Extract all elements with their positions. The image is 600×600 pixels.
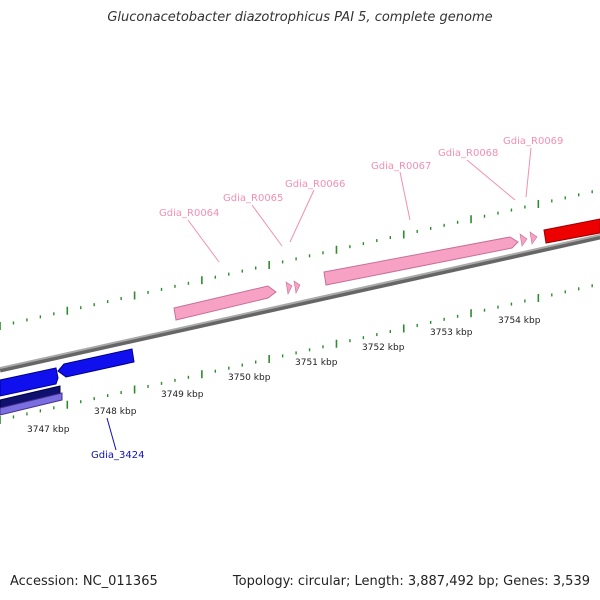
cds-forward-red[interactable] <box>543 218 600 244</box>
rna-label-r0064[interactable]: Gdia_R0064 <box>159 208 219 219</box>
genome-backbone <box>0 234 600 373</box>
genome-summary-text: Topology: circular; Length: 3,887,492 bp… <box>232 574 590 589</box>
scale-tick-label: 3749 kbp <box>161 390 204 400</box>
rna-feature-r0065[interactable] <box>285 281 293 295</box>
scale-tick-label: 3752 kbp <box>362 343 405 353</box>
genome-title: Gluconacetobacter diazotrophicus PAI 5, … <box>107 10 493 25</box>
scale-tick-label: 3750 kbp <box>228 373 271 383</box>
rna-label-r0065[interactable]: Gdia_R0065 <box>223 193 283 204</box>
rna-label-r0067[interactable]: Gdia_R0067 <box>371 161 431 172</box>
rna-label-r0069[interactable]: Gdia_R0069 <box>503 136 563 147</box>
rna-feature-r0067[interactable] <box>323 236 519 286</box>
gene-callout-line <box>106 417 117 451</box>
rna-feature-r0068[interactable] <box>519 233 528 247</box>
outer-dot-track <box>0 190 593 330</box>
gene-label-gdia-3424[interactable]: Gdia_3424 <box>91 450 144 461</box>
rna-callout-lines <box>187 147 532 263</box>
scale-tick-label: 3747 kbp <box>27 425 70 435</box>
accession-text: Accession: NC_011365 <box>10 574 158 589</box>
rna-feature-r0069[interactable] <box>529 231 538 245</box>
scale-tick-label: 3751 kbp <box>295 358 338 368</box>
rna-label-r0068[interactable]: Gdia_R0068 <box>438 148 498 159</box>
cds-reverse-light[interactable] <box>0 392 63 416</box>
rna-feature-r0066[interactable] <box>293 280 301 294</box>
rna-feature-r0064[interactable] <box>173 285 277 321</box>
scale-tick-label: 3754 kbp <box>498 316 541 326</box>
cds-reverse-blue-2[interactable] <box>57 348 135 378</box>
scale-tick-label: 3748 kbp <box>94 407 137 417</box>
scale-tick-label: 3753 kbp <box>430 328 473 338</box>
inner-dot-track <box>0 284 593 424</box>
cds-reverse-blue-1[interactable] <box>0 367 59 397</box>
rna-label-r0066[interactable]: Gdia_R0066 <box>285 179 345 190</box>
